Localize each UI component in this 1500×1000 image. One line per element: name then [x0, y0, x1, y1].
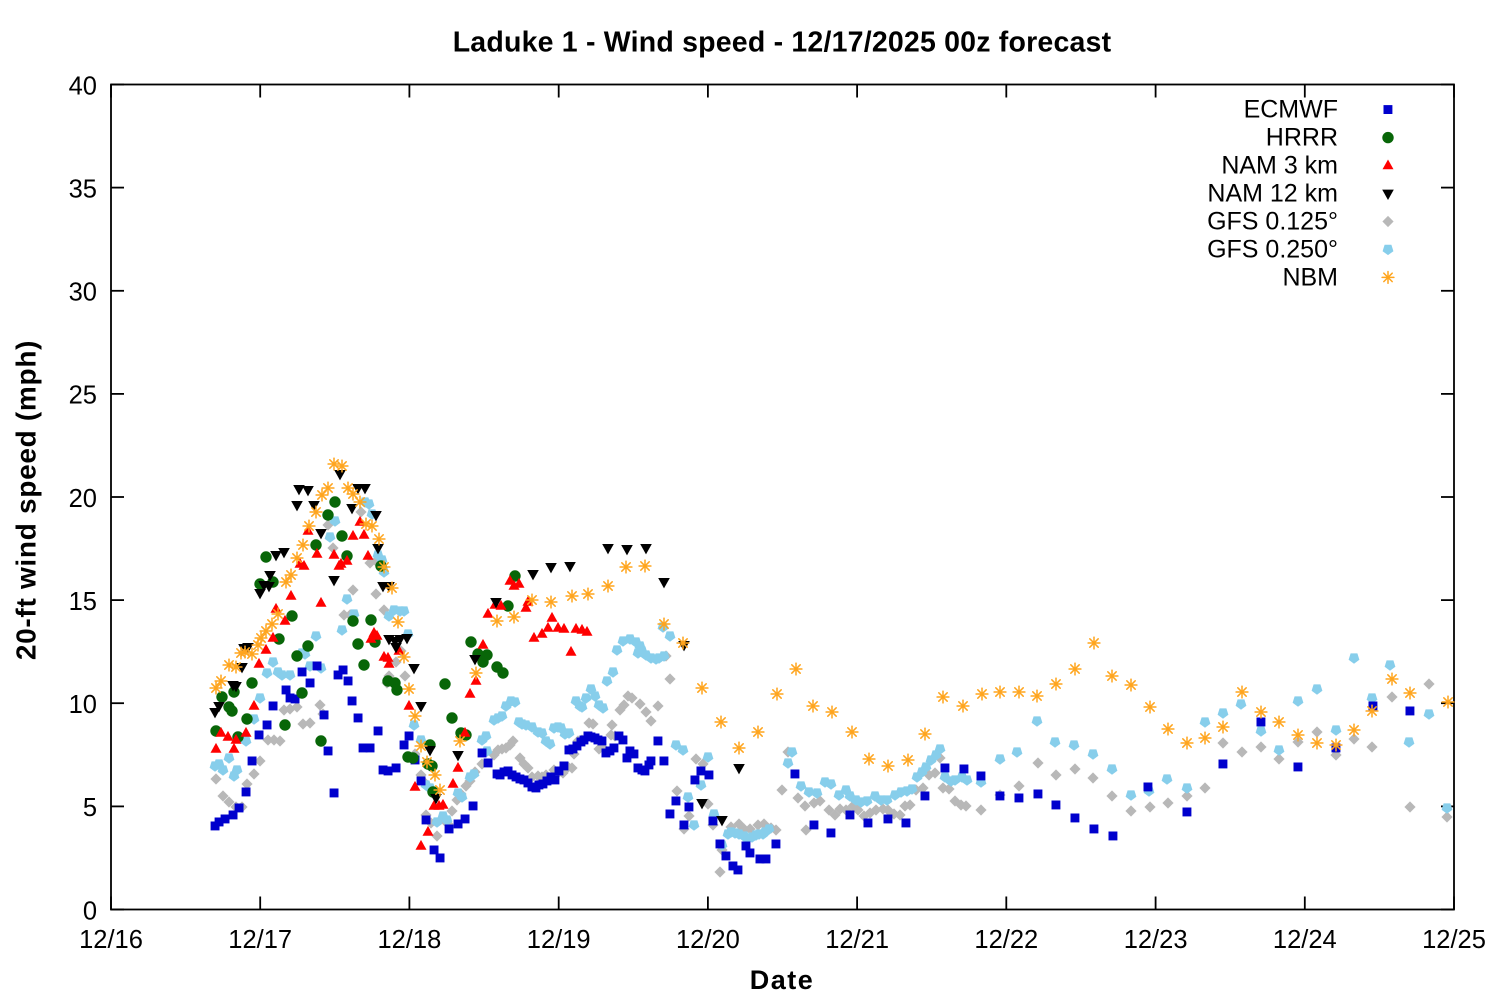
svg-text:12/20: 12/20	[676, 926, 740, 954]
svg-text:10: 10	[69, 691, 97, 719]
svg-text:12/23: 12/23	[1124, 926, 1188, 954]
svg-text:20-ft wind speed (mph): 20-ft wind speed (mph)	[11, 340, 42, 660]
svg-text:30: 30	[69, 279, 97, 307]
svg-text:12/25: 12/25	[1422, 926, 1486, 954]
svg-text:12/19: 12/19	[527, 926, 591, 954]
svg-text:35: 35	[69, 175, 97, 203]
svg-text:5: 5	[83, 794, 97, 822]
svg-text:15: 15	[69, 588, 97, 616]
svg-text:12/17: 12/17	[228, 926, 292, 954]
svg-text:NAM 12 km: NAM 12 km	[1207, 180, 1338, 208]
svg-text:12/21: 12/21	[825, 926, 889, 954]
svg-text:12/18: 12/18	[377, 926, 441, 954]
svg-text:GFS 0.250°: GFS 0.250°	[1207, 235, 1338, 263]
svg-text:HRRR: HRRR	[1266, 124, 1338, 152]
svg-text:Laduke 1 - Wind speed - 12/17/: Laduke 1 - Wind speed - 12/17/2025 00z f…	[453, 27, 1112, 59]
svg-text:0: 0	[83, 897, 97, 925]
svg-text:Date: Date	[750, 965, 815, 995]
svg-text:12/24: 12/24	[1273, 926, 1337, 954]
svg-text:40: 40	[69, 72, 97, 100]
svg-text:NAM 3 km: NAM 3 km	[1221, 152, 1338, 180]
svg-text:ECMWF: ECMWF	[1244, 96, 1338, 124]
svg-text:12/16: 12/16	[79, 926, 143, 954]
svg-text:20: 20	[69, 485, 97, 513]
svg-text:25: 25	[69, 382, 97, 410]
svg-text:GFS 0.125°: GFS 0.125°	[1207, 208, 1338, 236]
svg-text:NBM: NBM	[1282, 263, 1338, 291]
svg-text:12/22: 12/22	[974, 926, 1038, 954]
